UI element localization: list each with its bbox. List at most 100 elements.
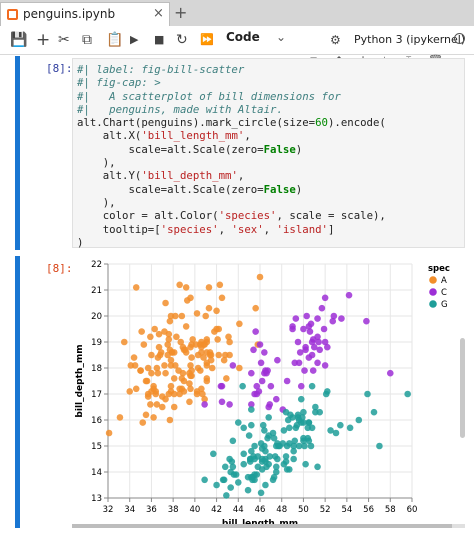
data-point-G: [240, 460, 248, 468]
input-cell-bar[interactable]: [15, 56, 20, 250]
add-tab-button[interactable]: +: [174, 3, 188, 22]
data-point-A: [147, 401, 154, 408]
y-tick-label: 18: [91, 364, 102, 374]
data-point-G: [221, 463, 229, 471]
data-point-G: [291, 437, 299, 445]
data-point-G: [370, 408, 378, 416]
data-point-A: [131, 362, 139, 369]
data-point-A: [167, 356, 175, 364]
output-cell-bar[interactable]: [15, 256, 20, 528]
data-point-A: [252, 304, 259, 312]
data-point-G: [308, 382, 316, 390]
x-tick-label: 42: [211, 505, 222, 515]
x-tick-label: 58: [385, 505, 396, 515]
data-point-G: [301, 442, 308, 450]
data-point-G: [248, 406, 255, 413]
data-point-A: [120, 338, 128, 346]
kernel-name[interactable]: Python 3 (ipykernel): [354, 33, 466, 46]
data-point-G: [227, 484, 234, 491]
data-point-G: [259, 421, 267, 429]
data-point-G: [240, 424, 248, 432]
add-cell-icon[interactable]: +: [36, 30, 51, 50]
data-point-A: [143, 377, 151, 385]
data-point-G: [227, 468, 234, 476]
data-point-A: [196, 367, 204, 374]
data-point-C: [294, 338, 302, 346]
data-point-A: [155, 343, 163, 351]
data-point-G: [346, 424, 354, 432]
data-point-A: [198, 385, 205, 393]
data-point-G: [251, 455, 258, 463]
legend-label: A: [441, 276, 447, 286]
vertical-scrollbar[interactable]: [460, 338, 465, 438]
cut-icon[interactable]: ✂: [58, 32, 70, 48]
data-point-G: [297, 395, 305, 403]
data-point-C: [324, 343, 331, 351]
cell-type-select[interactable]: Code: [226, 30, 260, 44]
data-point-C: [248, 369, 255, 377]
data-point-A: [147, 333, 154, 341]
data-point-C: [253, 382, 261, 390]
stop-icon[interactable]: ■: [154, 33, 165, 46]
data-point-A: [202, 312, 210, 320]
data-point-C: [265, 403, 272, 411]
data-point-C: [314, 359, 321, 367]
copy-icon[interactable]: ⧉: [82, 32, 92, 48]
code-line: alt.Chart(penguins).mark_circle(size=60)…: [77, 116, 386, 130]
paste-icon[interactable]: 📋: [106, 32, 124, 48]
data-point-A: [205, 284, 213, 291]
data-point-G: [244, 473, 252, 481]
data-point-G: [316, 408, 324, 416]
close-tab-button[interactable]: ×: [153, 6, 164, 21]
bug-icon[interactable]: ⚙: [330, 33, 341, 47]
data-point-G: [290, 442, 297, 450]
data-point-G: [302, 460, 309, 468]
data-point-G: [239, 382, 246, 390]
notebook-tab[interactable]: penguins.ipynb ×: [0, 2, 170, 26]
data-point-A: [132, 284, 140, 291]
legend-label: G: [441, 300, 448, 310]
data-point-A: [162, 395, 169, 403]
fast-forward-icon[interactable]: ⏩: [200, 33, 214, 46]
data-point-G: [300, 408, 307, 416]
data-point-A: [207, 356, 215, 364]
code-line: ),: [77, 156, 116, 170]
data-point-G: [274, 440, 281, 447]
data-point-G: [234, 419, 242, 426]
code-editor[interactable]: #| label: fig-bill-scatter #| fig-cap: > #…: [72, 58, 465, 249]
data-point-A: [177, 338, 185, 346]
data-point-G: [404, 390, 411, 398]
data-point-G: [234, 479, 242, 486]
data-point-C: [308, 351, 316, 359]
data-point-A: [162, 299, 169, 307]
restart-icon[interactable]: ↻: [176, 32, 188, 48]
data-point-G: [364, 390, 371, 398]
horizontal-scrollbar[interactable]: [72, 524, 452, 528]
chevron-down-icon[interactable]: ⌄: [276, 30, 287, 44]
data-point-A: [203, 336, 211, 343]
data-point-C: [201, 401, 208, 408]
data-point-G: [299, 414, 306, 421]
data-point-A: [188, 372, 195, 380]
data-point-A: [175, 367, 182, 374]
data-point-A: [154, 354, 162, 361]
data-point-C: [256, 341, 264, 348]
x-tick-label: 56: [363, 505, 374, 515]
save-icon[interactable]: 💾: [10, 32, 28, 48]
code-line: #| penguins, made with Altair.: [77, 102, 283, 116]
data-point-C: [250, 346, 257, 354]
data-point-A: [201, 395, 208, 403]
y-tick-label: 19: [91, 338, 102, 348]
data-point-A: [215, 351, 223, 359]
x-tick-label: 52: [320, 505, 331, 515]
data-point-G: [220, 476, 228, 484]
data-point-C: [253, 390, 261, 398]
data-point-G: [248, 447, 255, 455]
run-icon[interactable]: ▶: [130, 33, 139, 46]
data-point-G: [286, 424, 293, 432]
data-point-G: [376, 442, 383, 450]
y-tick-label: 20: [91, 312, 102, 322]
y-tick-label: 13: [91, 494, 102, 504]
data-point-A: [256, 273, 264, 281]
data-point-G: [282, 453, 290, 460]
